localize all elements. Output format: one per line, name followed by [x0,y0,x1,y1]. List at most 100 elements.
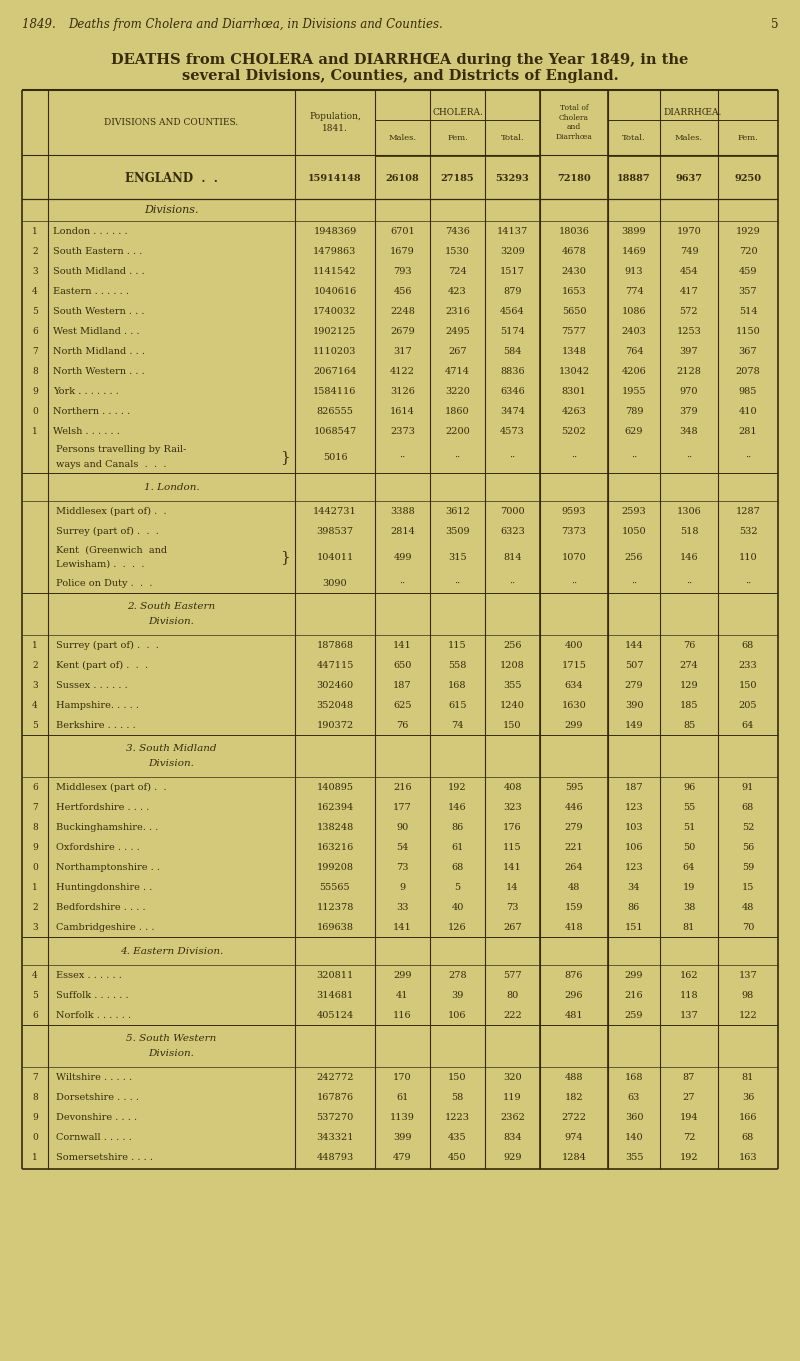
Text: Lewisham) .  .  .  .: Lewisham) . . . . [56,559,145,569]
Text: South Eastern . . .: South Eastern . . . [53,246,142,256]
Text: CHOLERA.: CHOLERA. [432,108,483,117]
Text: 360: 360 [625,1112,643,1121]
Text: 61: 61 [451,842,464,852]
Text: 91: 91 [742,783,754,792]
Text: 7: 7 [32,347,38,355]
Text: Norfolk . . . . . .: Norfolk . . . . . . [56,1010,131,1019]
Text: 149: 149 [625,720,643,729]
Text: ··: ·· [631,578,637,588]
Text: 2362: 2362 [500,1112,525,1121]
Text: 826555: 826555 [317,407,354,415]
Text: 1442731: 1442731 [313,506,357,516]
Text: ways and Canals  .  .  .: ways and Canals . . . [56,460,166,468]
Text: 0: 0 [32,863,38,871]
Text: 115: 115 [448,641,467,649]
Text: 256: 256 [503,641,522,649]
Text: 2078: 2078 [736,366,760,376]
Text: 5. South Western: 5. South Western [126,1034,217,1043]
Text: Hertfordshire . . . .: Hertfordshire . . . . [56,803,150,811]
Text: 367: 367 [738,347,758,355]
Text: 68: 68 [742,803,754,811]
Text: 974: 974 [565,1132,583,1142]
Text: 615: 615 [448,701,466,709]
Text: 459: 459 [738,267,758,275]
Text: 7: 7 [32,1072,38,1082]
Text: Dorsetshire . . . .: Dorsetshire . . . . [56,1093,139,1101]
Text: 296: 296 [565,991,583,999]
Text: Total.: Total. [622,133,646,142]
Text: Welsh . . . . . .: Welsh . . . . . . [53,426,120,436]
Text: 259: 259 [625,1010,643,1019]
Text: 14: 14 [506,882,518,891]
Text: 410: 410 [738,407,758,415]
Text: 242772: 242772 [316,1072,354,1082]
Text: 1: 1 [32,641,38,649]
Text: 19: 19 [683,882,695,891]
Text: 3: 3 [32,267,38,275]
Text: 749: 749 [680,246,698,256]
Text: 3220: 3220 [445,387,470,396]
Text: 18887: 18887 [617,173,651,182]
Text: 58: 58 [451,1093,464,1101]
Text: DIVISIONS AND COUNTIES.: DIVISIONS AND COUNTIES. [105,118,238,127]
Text: 185: 185 [680,701,698,709]
Text: 4: 4 [32,701,38,709]
Text: 584: 584 [503,347,522,355]
Text: 144: 144 [625,641,643,649]
Text: 1630: 1630 [562,701,586,709]
Text: 170: 170 [393,1072,412,1082]
Text: 1530: 1530 [445,246,470,256]
Text: 137: 137 [680,1010,698,1019]
Text: 1860: 1860 [445,407,470,415]
Text: 2316: 2316 [445,306,470,316]
Text: 2593: 2593 [622,506,646,516]
Text: several Divisions, Counties, and Districts of England.: several Divisions, Counties, and Distric… [182,69,618,83]
Text: 150: 150 [448,1072,466,1082]
Text: 15: 15 [742,882,754,891]
Text: 314681: 314681 [316,991,354,999]
Text: 4714: 4714 [445,366,470,376]
Text: 199208: 199208 [317,863,354,871]
Text: 70: 70 [742,923,754,931]
Text: Fem.: Fem. [447,133,468,142]
Text: 76: 76 [396,720,409,729]
Text: 355: 355 [503,680,522,690]
Text: 48: 48 [742,902,754,912]
Text: North Western . . .: North Western . . . [53,366,145,376]
Text: 216: 216 [393,783,412,792]
Text: Divisions.: Divisions. [144,206,198,215]
Text: 103: 103 [625,822,643,832]
Text: 123: 123 [625,863,643,871]
Text: 405124: 405124 [316,1010,354,1019]
Text: 64: 64 [683,863,695,871]
Text: 5: 5 [32,991,38,999]
Text: 140895: 140895 [317,783,354,792]
Text: 2722: 2722 [562,1112,586,1121]
Text: 2373: 2373 [390,426,415,436]
Text: 192: 192 [448,783,467,792]
Text: 267: 267 [448,347,467,355]
Text: York . . . . . . .: York . . . . . . . [53,387,119,396]
Text: ··: ·· [631,452,637,461]
Text: Division.: Division. [149,759,194,768]
Text: 1223: 1223 [445,1112,470,1121]
Text: 1110203: 1110203 [314,347,357,355]
Text: 59: 59 [742,863,754,871]
Text: 379: 379 [680,407,698,415]
Text: Middlesex (part of) .  .: Middlesex (part of) . . [56,783,166,792]
Text: 970: 970 [680,387,698,396]
Text: 192: 192 [680,1153,698,1161]
Text: 26108: 26108 [386,173,419,182]
Text: 5: 5 [32,306,38,316]
Text: 116: 116 [393,1010,412,1019]
Text: 146: 146 [448,803,467,811]
Text: 4: 4 [32,287,38,295]
Text: 320: 320 [503,1072,522,1082]
Text: 159: 159 [565,902,583,912]
Text: Fem.: Fem. [738,133,758,142]
Text: 9: 9 [32,1112,38,1121]
Text: 876: 876 [565,970,583,980]
Text: 2679: 2679 [390,327,415,336]
Text: 320811: 320811 [316,970,354,980]
Text: 38: 38 [683,902,695,912]
